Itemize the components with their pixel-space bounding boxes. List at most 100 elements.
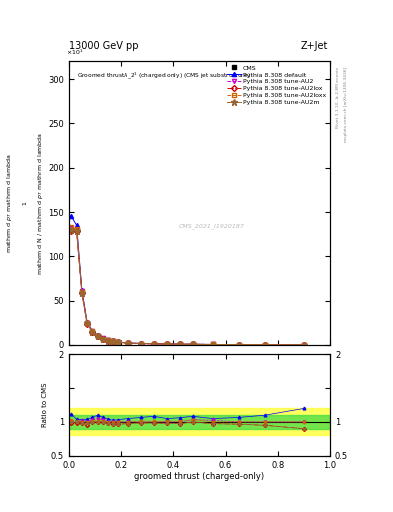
CMS	[69, 227, 74, 233]
Pythia 8.308 tune-AU2m	[164, 341, 169, 347]
Pythia 8.308 tune-AU2loxx	[302, 342, 307, 348]
Pythia 8.308 tune-AU2lox	[106, 337, 110, 344]
Pythia 8.308 tune-AU2loxx	[178, 341, 182, 347]
Pythia 8.308 tune-AU2	[85, 319, 90, 326]
Pythia 8.308 tune-AU2	[236, 342, 241, 348]
Pythia 8.308 tune-AU2	[111, 338, 116, 345]
CMS	[85, 319, 90, 326]
Pythia 8.308 tune-AU2m	[210, 342, 215, 348]
Legend: CMS, Pythia 8.308 default, Pythia 8.308 tune-AU2, Pythia 8.308 tune-AU2lox, Pyth: CMS, Pythia 8.308 default, Pythia 8.308 …	[226, 65, 327, 106]
Pythia 8.308 tune-AU2	[74, 227, 79, 233]
Pythia 8.308 tune-AU2lox	[69, 228, 74, 234]
CMS	[138, 340, 143, 347]
Pythia 8.308 tune-AU2loxx	[236, 342, 241, 348]
Pythia 8.308 tune-AU2m	[85, 320, 90, 326]
Pythia 8.308 tune-AU2lox	[100, 335, 105, 342]
CMS	[125, 340, 130, 346]
Bar	[69, 415, 330, 429]
Pythia 8.308 default	[111, 338, 116, 344]
Pythia 8.308 tune-AU2loxx	[263, 342, 267, 348]
Pythia 8.308 tune-AU2m	[151, 340, 156, 347]
Pythia 8.308 tune-AU2lox	[125, 340, 130, 346]
Pythia 8.308 tune-AU2loxx	[90, 328, 95, 334]
X-axis label: groomed thrust (charged-only): groomed thrust (charged-only)	[134, 472, 264, 481]
Line: Pythia 8.308 tune-AU2: Pythia 8.308 tune-AU2	[69, 226, 306, 347]
CMS	[74, 227, 79, 233]
Pythia 8.308 tune-AU2loxx	[74, 226, 79, 232]
Pythia 8.308 default	[191, 341, 195, 347]
Pythia 8.308 tune-AU2m	[106, 337, 110, 344]
CMS	[164, 341, 169, 347]
Pythia 8.308 tune-AU2lox	[95, 333, 100, 339]
Pythia 8.308 tune-AU2lox	[111, 338, 116, 345]
Bar	[69, 409, 330, 435]
Text: Rivet 3.1.10, ≥ 2.8M events: Rivet 3.1.10, ≥ 2.8M events	[336, 67, 340, 127]
Pythia 8.308 default	[79, 287, 84, 293]
Text: $\times10^{1}$: $\times10^{1}$	[66, 48, 84, 57]
Pythia 8.308 tune-AU2loxx	[191, 341, 195, 347]
CMS	[111, 338, 116, 345]
Pythia 8.308 tune-AU2	[210, 342, 215, 348]
Pythia 8.308 tune-AU2	[79, 288, 84, 294]
CMS	[106, 337, 110, 344]
Pythia 8.308 tune-AU2loxx	[116, 339, 121, 345]
Pythia 8.308 tune-AU2m	[116, 339, 121, 346]
Pythia 8.308 tune-AU2m	[111, 338, 116, 345]
Pythia 8.308 tune-AU2m	[191, 341, 195, 347]
Pythia 8.308 tune-AU2	[191, 341, 195, 347]
CMS	[210, 342, 215, 348]
Pythia 8.308 tune-AU2lox	[74, 228, 79, 234]
Line: CMS: CMS	[69, 228, 306, 347]
CMS	[151, 340, 156, 347]
Pythia 8.308 default	[74, 222, 79, 228]
Line: Pythia 8.308 default: Pythia 8.308 default	[69, 215, 306, 347]
Pythia 8.308 tune-AU2m	[125, 340, 130, 346]
Pythia 8.308 default	[125, 340, 130, 346]
Pythia 8.308 default	[210, 342, 215, 348]
Pythia 8.308 tune-AU2lox	[302, 342, 307, 348]
Pythia 8.308 default	[85, 319, 90, 325]
Pythia 8.308 tune-AU2loxx	[210, 342, 215, 348]
Pythia 8.308 tune-AU2	[125, 340, 130, 346]
Pythia 8.308 tune-AU2loxx	[95, 333, 100, 339]
Text: Z+Jet: Z+Jet	[301, 40, 328, 51]
Line: Pythia 8.308 tune-AU2loxx: Pythia 8.308 tune-AU2loxx	[69, 225, 306, 347]
Pythia 8.308 tune-AU2lox	[236, 342, 241, 348]
Line: Pythia 8.308 tune-AU2lox: Pythia 8.308 tune-AU2lox	[69, 229, 306, 347]
Pythia 8.308 tune-AU2loxx	[111, 338, 116, 345]
Pythia 8.308 tune-AU2m	[263, 342, 267, 348]
Pythia 8.308 tune-AU2m	[178, 341, 182, 347]
CMS	[236, 342, 241, 348]
Pythia 8.308 tune-AU2	[164, 341, 169, 347]
Pythia 8.308 tune-AU2lox	[90, 329, 95, 335]
Pythia 8.308 default	[106, 337, 110, 344]
Pythia 8.308 tune-AU2loxx	[164, 341, 169, 347]
Pythia 8.308 tune-AU2loxx	[151, 340, 156, 347]
Pythia 8.308 default	[164, 341, 169, 347]
Pythia 8.308 tune-AU2	[69, 225, 74, 231]
Y-axis label: mathrm d$^2$N
mathrm d $p_T$ mathrm d lambda

1

mathrm d N / mathrm d $p_T$ mat: mathrm d$^2$N mathrm d $p_T$ mathrm d la…	[0, 132, 45, 275]
Text: Groomed thrust$\lambda$_2$^1$ (charged only) (CMS jet substructure): Groomed thrust$\lambda$_2$^1$ (charged o…	[77, 70, 250, 80]
Pythia 8.308 default	[100, 335, 105, 342]
Pythia 8.308 tune-AU2loxx	[138, 340, 143, 347]
Line: Pythia 8.308 tune-AU2m: Pythia 8.308 tune-AU2m	[68, 227, 307, 348]
Pythia 8.308 tune-AU2loxx	[100, 335, 105, 342]
Pythia 8.308 tune-AU2	[95, 332, 100, 338]
Pythia 8.308 tune-AU2lox	[263, 342, 267, 348]
CMS	[263, 342, 267, 348]
Pythia 8.308 tune-AU2lox	[85, 321, 90, 327]
Pythia 8.308 default	[116, 339, 121, 345]
Pythia 8.308 tune-AU2m	[69, 227, 74, 233]
Pythia 8.308 tune-AU2m	[236, 342, 241, 348]
Pythia 8.308 default	[69, 214, 74, 220]
Text: CMS_2021_I1920187: CMS_2021_I1920187	[178, 223, 244, 229]
Pythia 8.308 tune-AU2m	[79, 289, 84, 295]
Pythia 8.308 tune-AU2loxx	[69, 224, 74, 230]
Pythia 8.308 tune-AU2loxx	[125, 340, 130, 346]
Pythia 8.308 tune-AU2lox	[79, 289, 84, 295]
Pythia 8.308 tune-AU2lox	[164, 341, 169, 347]
Pythia 8.308 tune-AU2	[116, 339, 121, 345]
Pythia 8.308 tune-AU2m	[74, 227, 79, 233]
CMS	[178, 341, 182, 347]
Pythia 8.308 tune-AU2lox	[116, 339, 121, 346]
